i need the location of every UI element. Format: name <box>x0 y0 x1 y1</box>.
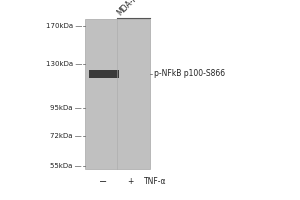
Text: +: + <box>127 178 134 186</box>
Text: 55kDa —: 55kDa — <box>50 163 82 169</box>
Bar <box>88 70 119 78</box>
Text: 95kDa —: 95kDa — <box>50 105 82 111</box>
Text: 130kDa —: 130kDa — <box>46 61 82 67</box>
Text: TNF-α: TNF-α <box>144 178 167 186</box>
Text: p-NFkB p100-S866: p-NFkB p100-S866 <box>154 70 226 78</box>
Text: MDA-MB435: MDA-MB435 <box>115 0 154 17</box>
Text: 72kDa —: 72kDa — <box>50 133 82 139</box>
Text: 170kDa —: 170kDa — <box>46 23 82 29</box>
Bar <box>85 19 150 169</box>
Text: −: − <box>99 177 108 187</box>
